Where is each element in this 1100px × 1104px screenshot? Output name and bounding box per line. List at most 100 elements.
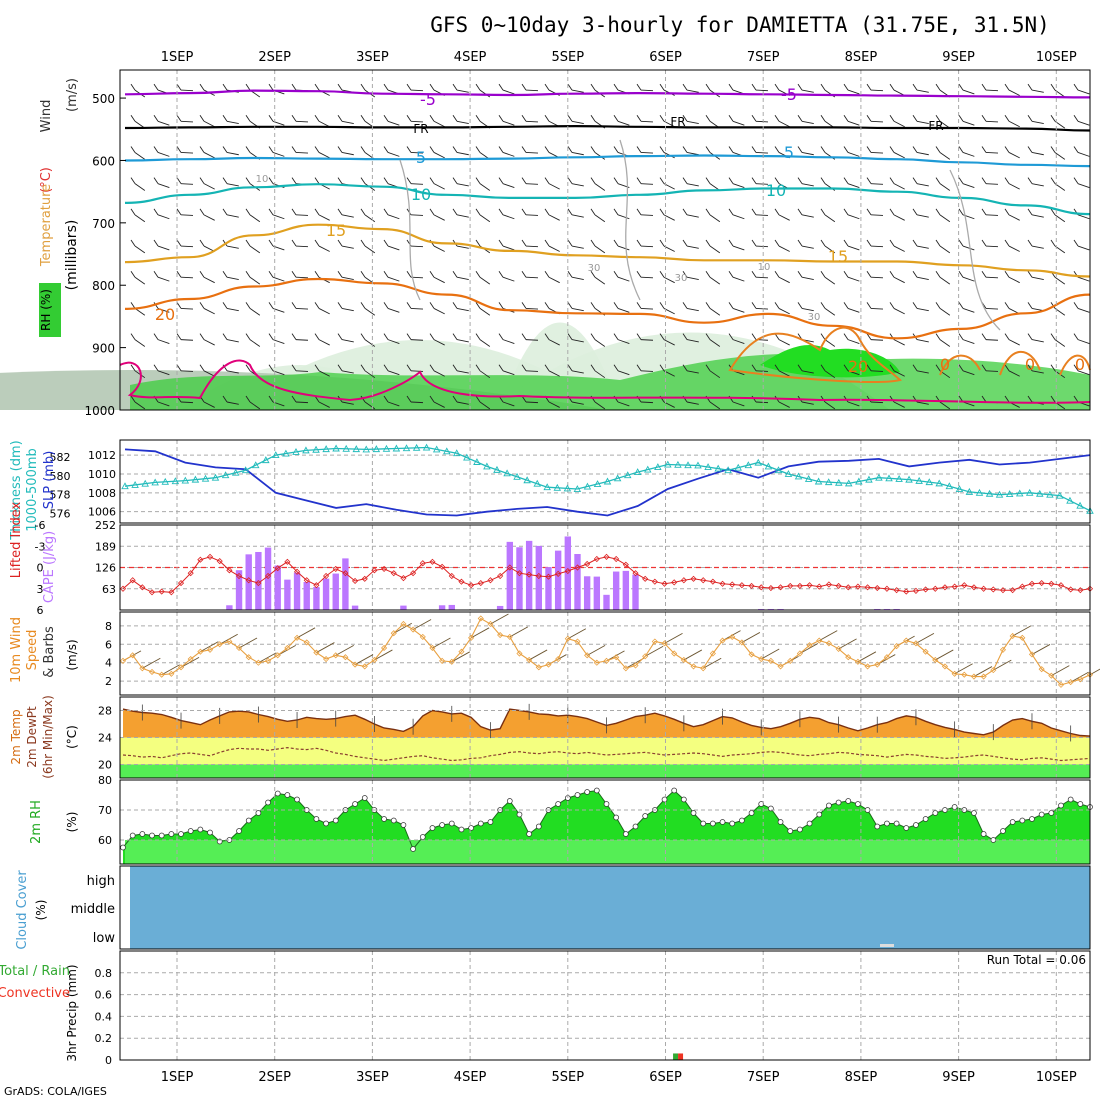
wind-barb-flag: [774, 146, 780, 153]
wind-barb-flag: [268, 146, 274, 153]
wind-barb-flag: [636, 115, 642, 122]
wind-barb-flag: [590, 302, 596, 309]
li-point: [787, 582, 794, 589]
wind-barb: [318, 339, 330, 346]
date-label-bottom: 2SEP: [258, 1070, 291, 1085]
y-tick-pressure: 1000: [84, 404, 115, 418]
wind-barb-flag: [176, 208, 182, 216]
wind-barb-flag: [521, 83, 527, 91]
wind-speed-point: [158, 671, 165, 678]
wind-speed-point: [381, 644, 388, 652]
wind-barb: [985, 370, 999, 372]
li-line: [122, 556, 1091, 593]
y-tick-li: 0: [37, 562, 44, 575]
wind-barb: [479, 339, 491, 347]
wind-speed-point: [806, 642, 813, 649]
wind-barb: [410, 89, 424, 92]
li-point: [777, 584, 784, 591]
chart-title: GFS 0~10day 3-hourly for DAMIETTA (31.75…: [430, 13, 1050, 37]
wind-barb: [456, 339, 469, 343]
ylabel-cloud-unit: (%): [34, 900, 48, 921]
li-point: [245, 577, 252, 584]
wind-barb-flag: [958, 333, 964, 340]
wind-barb: [364, 339, 376, 347]
wind-barb: [203, 370, 215, 377]
wind-barb-flag: [728, 83, 734, 91]
rh2m-base: [125, 840, 1090, 864]
ylabel-rh2m-unit: (%): [65, 812, 79, 833]
wind-barb-flag: [866, 146, 872, 153]
wind-barb-flag: [590, 364, 596, 372]
ylabel-rh2m: 2m RH: [29, 800, 44, 844]
wind-barb: [180, 183, 194, 185]
wind-barb: [985, 214, 999, 216]
wind-barb-flag: [521, 177, 527, 184]
wind-barb: [318, 401, 330, 408]
wind-speed-point: [1048, 672, 1055, 679]
wind-barb: [571, 339, 584, 343]
wind-barb-flag: [429, 115, 435, 122]
li-point: [235, 572, 243, 580]
wind-speed-point: [506, 633, 513, 640]
wind-barb-flag: [498, 177, 504, 184]
li-point: [990, 586, 997, 593]
wind-barb-flag: [153, 115, 159, 122]
wind-barb-flag: [751, 270, 757, 278]
ylabel-wind10m-unit: (m/s): [65, 639, 79, 670]
wind-barb-flag: [314, 177, 320, 184]
li-point: [439, 563, 446, 570]
wind-barb: [410, 401, 424, 404]
wind-barb: [295, 401, 309, 404]
wind-barb-flag: [383, 115, 389, 122]
wind-barb: [1008, 120, 1020, 128]
rh2m-point: [748, 810, 755, 816]
wind-barb-flag: [337, 83, 343, 91]
wind-barb-flag: [889, 177, 895, 184]
rh2m-point: [661, 796, 668, 803]
cape-bar: [574, 554, 581, 610]
wind-barb-10m: [567, 628, 587, 640]
y-tick-slp: 1012: [88, 449, 116, 462]
ylabel-thickness-1: 1000-500mb: [25, 448, 40, 532]
rh2m-point: [361, 795, 368, 801]
contour-label: 20: [155, 305, 175, 324]
ylabel-temp: Temperature: [39, 184, 54, 267]
wind-barb-flag: [176, 239, 182, 247]
wind-barb-flag: [314, 302, 320, 309]
wind-speed-point: [245, 654, 252, 661]
wind-barb-flag: [1027, 146, 1033, 153]
wind-barb: [755, 370, 769, 372]
wind-barb-10m: [451, 651, 470, 663]
li-point: [555, 570, 562, 577]
wind-barb: [1031, 245, 1044, 249]
wind-barb: [1077, 120, 1090, 126]
wind-barb: [525, 152, 539, 154]
wind-speed-point: [680, 656, 687, 664]
thickness-marker: [272, 451, 280, 459]
wind-barb-flag: [406, 83, 412, 91]
wind-barb-flag: [498, 364, 504, 372]
wind-barb-flag: [130, 395, 136, 403]
wind-barb-flag: [429, 208, 435, 216]
wind-barb: [962, 152, 975, 157]
wind-barb-flag: [1004, 239, 1010, 247]
wind-barb-flag: [406, 395, 412, 403]
wind-barb: [502, 152, 515, 157]
wind-barb: [686, 183, 699, 187]
wind-barb: [203, 401, 215, 408]
li-point: [1038, 580, 1045, 587]
wind-barb: [893, 370, 905, 377]
wind-barb-flag: [866, 302, 872, 309]
wind-barb-flag: [843, 302, 849, 309]
li-point: [139, 584, 146, 591]
li-point: [332, 565, 339, 572]
wind-barb: [985, 245, 999, 248]
wind-barb: [180, 152, 194, 154]
wind-barb: [502, 276, 515, 282]
wind-barb-flag: [1027, 302, 1033, 309]
rh-shading-peak: [760, 345, 900, 378]
wind-barb-flag: [1050, 364, 1056, 372]
wind-speed-point: [719, 637, 726, 644]
wind-barb-flag: [613, 83, 619, 91]
wind-barb-flag: [590, 270, 596, 278]
